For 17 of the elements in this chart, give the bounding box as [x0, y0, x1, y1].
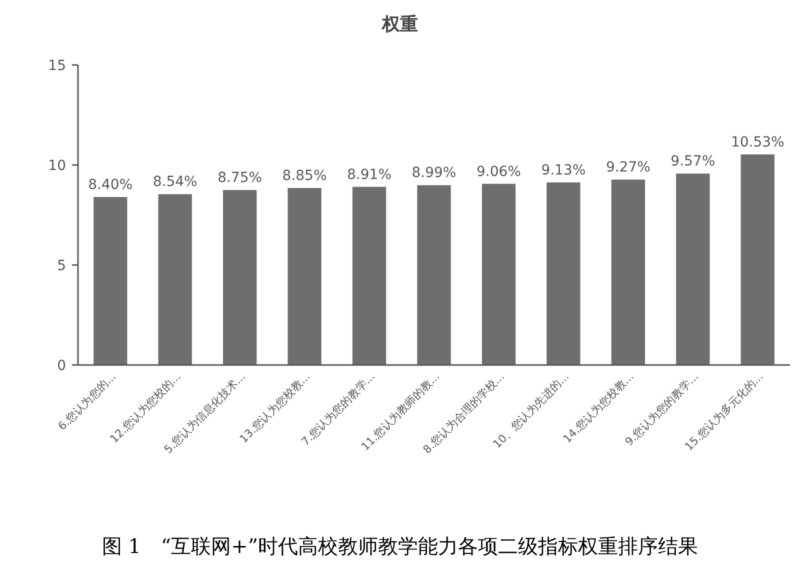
data-label: 8.54% [152, 174, 198, 190]
data-label: 8.85% [282, 168, 327, 184]
data-label: 9.57% [670, 154, 716, 170]
y-tick-label: 0 [57, 358, 66, 374]
data-label: 8.99% [412, 165, 456, 182]
y-tick-label: 15 [48, 58, 66, 74]
data-label: 9.06% [476, 164, 521, 180]
y-tick-label: 5 [57, 258, 66, 274]
y-tick-label: 10 [48, 158, 66, 174]
data-label: 10.53% [730, 134, 784, 150]
data-label: 8.75% [218, 170, 262, 186]
data-label: 9.27% [606, 160, 650, 176]
chart-title: 权重 [381, 14, 418, 35]
data-label: 8.91% [347, 166, 392, 183]
data-label: 8.40% [88, 177, 133, 193]
caption: 图 1 “互联网+”时代高校教师教学能力各项二级指标权重排序结果 [102, 534, 698, 558]
data-label: 9.13% [541, 162, 586, 178]
